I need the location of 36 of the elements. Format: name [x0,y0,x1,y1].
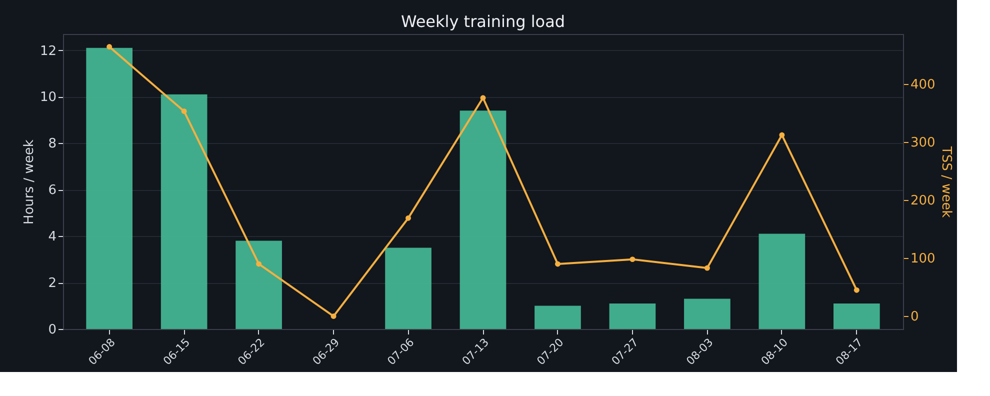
point [630,256,636,262]
point [181,108,187,114]
chart-title: Weekly training load [400,12,566,31]
bar [460,110,506,329]
point [779,132,785,138]
y-tick-label: 0 [48,322,56,338]
bar [236,240,282,329]
y-tick-label: 6 [48,183,56,198]
point [704,265,710,271]
point [480,95,486,101]
bar [834,303,880,329]
point [106,44,112,50]
bar [758,234,806,329]
point [406,215,412,221]
y-axis-title: Hours / week [22,139,37,224]
point [256,261,262,267]
y2-tick-label: 0 [910,310,919,325]
y2-axis-title: TSS / week [938,145,954,218]
bar [609,303,656,329]
y2-tick-label: 300 [910,136,936,151]
y2-tick-label: 200 [910,194,936,209]
bar [160,94,208,329]
y-tick-label: 8 [48,136,56,152]
bar [534,306,581,329]
bar [86,48,132,329]
bar [684,298,730,329]
y-tick-label: 2 [48,276,56,292]
y2-tick-label: 100 [910,252,936,267]
bar [385,248,432,329]
point [554,261,560,267]
point [854,287,860,293]
y-tick-label: 12 [40,44,56,59]
y2-tick-label: 400 [910,77,936,92]
y-tick-label: 10 [40,90,56,106]
point [330,313,336,319]
y-tick-label: 4 [48,230,56,245]
